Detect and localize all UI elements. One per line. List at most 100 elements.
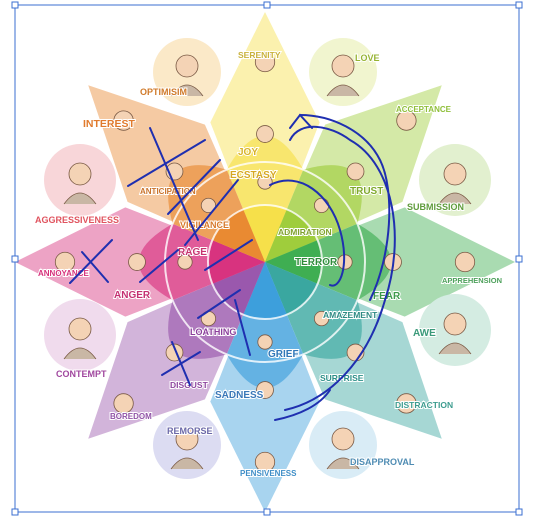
handle-bottom-right[interactable] [515,508,523,516]
petal-inner-disgust [212,262,265,315]
ink-spiral-arrow [289,113,313,129]
figure-head-sadness-1 [256,381,274,399]
petal-inner-anger [208,240,265,284]
figure-head-anger-1 [128,253,146,271]
petal-middle-fear [265,223,392,301]
dyad-figure-body-2 [63,192,97,205]
figure-head-anticipation-2 [200,197,217,214]
label-vigilance: VIGILANCE [180,220,229,230]
label-awe: AWE [413,328,436,339]
label-annoyance: ANNOYANCE [38,269,89,278]
ink-cross-anger [139,249,179,283]
ink-cross-disgust-2 [161,351,201,376]
label-grief: GRIEF [268,349,299,360]
figure-head-surprise-2 [313,310,330,327]
petal-middle-joy [226,135,304,262]
dyad-figure-body-0 [170,84,204,97]
label-anticipation: ANTICIPATION [140,187,196,196]
handle-top-left[interactable] [11,1,19,9]
label-interest: INTEREST [83,118,136,130]
label-loathing: LOATHING [190,327,236,337]
petal-inner-fear [265,240,322,284]
figure-head-surprise-0 [396,393,417,414]
label-serenity: SERENITY [238,50,281,60]
label-ecstasy: ECSTASY [230,170,277,181]
ink-cross-rage [204,239,253,271]
dyad-figure-head-7 [331,427,355,451]
ink-cross-annoyance-2 [81,251,109,283]
dyad-figure-body-6 [170,457,204,470]
dyad-figure-body-3 [438,192,472,205]
selection-handles[interactable] [11,1,523,516]
dyad-figure-head-2 [68,162,92,186]
label-sadness: SADNESS [215,390,264,401]
ink-cross-anticipation [167,159,221,215]
label-anger: ANGER [114,290,151,301]
label-optimism: OPTIMISIM [140,87,187,97]
character-figures [54,51,476,473]
petal-inner-trust [265,209,318,262]
ink-spiral [269,114,396,411]
label-submission: SUBMISSION [407,202,464,212]
handle-top-right[interactable] [515,1,523,9]
label-amazement: AMAZEMENT [323,310,378,320]
handle-middle-right[interactable] [515,255,523,263]
ink-cross-loathing-2 [234,299,251,356]
figure-head-trust-2 [313,197,330,214]
figure-head-fear-0 [454,251,476,273]
dyad-figure-head-0 [175,54,199,78]
dyad-figure-body-5 [438,342,472,355]
petal-middle-sadness [226,262,304,389]
dyad-figure-head-3 [443,162,467,186]
handle-bottom-center[interactable] [263,508,271,516]
handle-bottom-left[interactable] [11,508,19,516]
label-rage: RAGE [178,247,207,258]
dyad-figure-body-7 [326,457,360,470]
figure-head-sadness-2 [257,334,273,350]
label-acceptance: ACCEPTANCE [396,105,452,114]
handle-middle-left[interactable] [11,255,19,263]
middle-ring [207,204,323,320]
ink-cross-loathing-1 [197,289,241,319]
petal-inner-sadness [243,262,287,319]
dyad-figure-head-5 [443,312,467,336]
dyad-figure-body-4 [63,347,97,360]
petal-inner-joy [243,205,287,262]
figure-head-anticipation-0 [113,110,134,131]
figure-head-sadness-0 [254,451,276,473]
dyad-figure-head-4 [68,317,92,341]
handle-top-center[interactable] [263,1,271,9]
label-distraction: DISTRACTION [395,400,453,410]
label-aggressiveness: AGGRESSIVENESS [35,215,119,225]
ink-cross-vigilance [184,179,239,246]
figure-head-disgust-0 [113,393,134,414]
dyad-figure-head-1 [331,54,355,78]
label-terror: TERROR [295,257,338,268]
petal-inner-surprise [265,262,318,315]
figure-head-joy-0 [254,51,276,73]
label-love: LOVE [355,53,380,63]
ink-annotations [69,113,396,421]
dyad-figure-body-1 [326,84,360,97]
figure-head-anger-0 [54,251,76,273]
label-remorse: REMORSE [167,426,213,436]
label-contempt: CONTEMPT [56,369,107,379]
figure-head-trust-0 [396,110,417,131]
label-apprehension: APPREHENSION [442,276,502,285]
label-trust: TRUST [350,186,383,197]
dyad-figure-head-6 [175,427,199,451]
figure-head-anger-2 [177,254,193,270]
label-joy: JOY [238,147,258,158]
petal-middle-anger [138,223,265,301]
label-pensiveness: PENSIVENESS [240,469,297,478]
label-admiration: ADMIRATION [278,227,332,237]
ink-grief-stroke [274,389,331,421]
label-disapproval: DISAPPROVAL [350,457,415,467]
ink-cross-interest-2 [127,139,206,187]
petal-inner-anticipation [212,209,265,262]
ink-cross-interest-1 [149,127,199,241]
figure-head-joy-1 [256,125,274,143]
label-boredom: BOREDOM [110,412,152,421]
figure-head-trust-1 [346,162,365,181]
